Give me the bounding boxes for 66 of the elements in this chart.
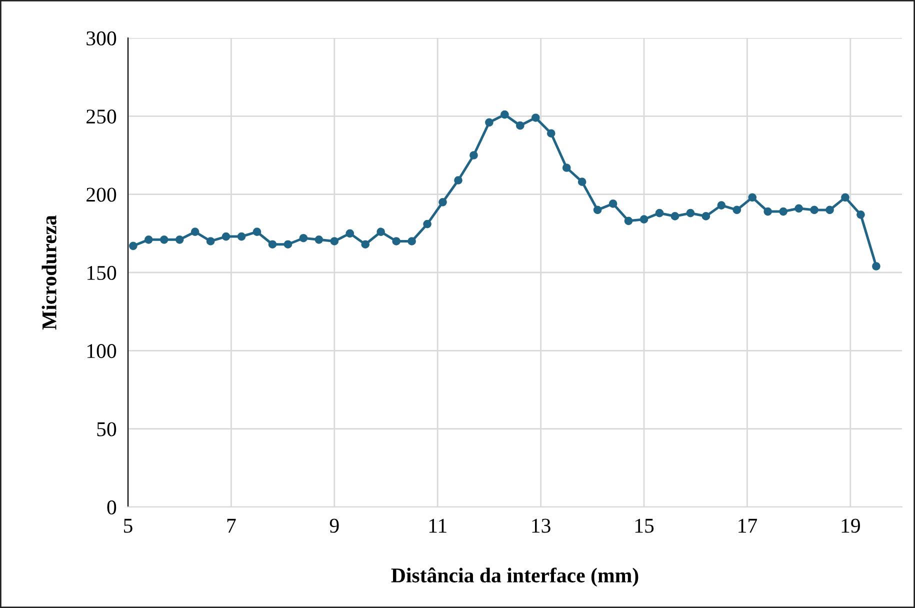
point <box>330 237 339 246</box>
point <box>268 240 277 249</box>
y-tick-label: 100 <box>87 344 116 358</box>
point <box>546 129 556 138</box>
point <box>794 204 803 213</box>
point <box>562 164 571 172</box>
point <box>470 151 478 160</box>
point <box>640 215 648 224</box>
point <box>826 206 834 214</box>
x-tick-label: 9 <box>330 518 339 533</box>
point <box>779 207 788 216</box>
point <box>423 220 432 228</box>
point <box>299 234 308 242</box>
point <box>314 236 324 244</box>
y-tick-label: 250 <box>86 110 116 124</box>
point <box>438 198 447 206</box>
point <box>593 206 602 214</box>
point <box>408 237 416 246</box>
x-axis-title: Distância da interface (mm) <box>391 568 638 587</box>
point <box>376 228 386 236</box>
x-tick-label: 7 <box>227 518 236 533</box>
point <box>655 208 664 218</box>
point <box>361 240 370 249</box>
point <box>160 236 168 244</box>
point <box>531 114 540 122</box>
point <box>516 121 524 130</box>
point <box>485 118 494 127</box>
y-tick-label: 50 <box>97 422 116 436</box>
point <box>206 237 215 246</box>
point <box>222 232 230 241</box>
point <box>670 212 680 220</box>
x-tick-label: 17 <box>738 518 758 533</box>
point <box>872 262 880 270</box>
point <box>237 232 246 241</box>
y-tick-label: 200 <box>86 188 116 202</box>
point <box>810 206 818 214</box>
x-tick-label: 13 <box>532 518 550 533</box>
point <box>686 208 695 218</box>
point <box>578 178 586 186</box>
point <box>252 228 262 236</box>
point <box>841 193 850 202</box>
y-tick-label: 0 <box>107 500 116 514</box>
y-tick-label: 300 <box>86 31 116 46</box>
point <box>732 206 742 214</box>
x-tick-label: 5 <box>124 518 132 533</box>
point <box>175 236 184 244</box>
point <box>500 110 509 119</box>
point <box>284 240 292 249</box>
point <box>392 237 400 246</box>
point <box>190 228 200 236</box>
x-tick-label: 15 <box>635 518 654 533</box>
x-tick-label: 11 <box>429 518 446 533</box>
point <box>856 210 865 219</box>
y-tick-label: 150 <box>87 266 116 280</box>
x-tick-label: 19 <box>842 518 860 533</box>
y-axis-title: Microdureza <box>42 215 56 330</box>
point <box>346 229 354 238</box>
point <box>764 207 772 216</box>
point <box>702 212 710 220</box>
point <box>128 242 138 250</box>
point <box>454 176 462 184</box>
point <box>717 201 726 210</box>
point <box>608 200 618 208</box>
point <box>624 216 633 226</box>
point <box>748 193 757 202</box>
point <box>144 236 153 244</box>
